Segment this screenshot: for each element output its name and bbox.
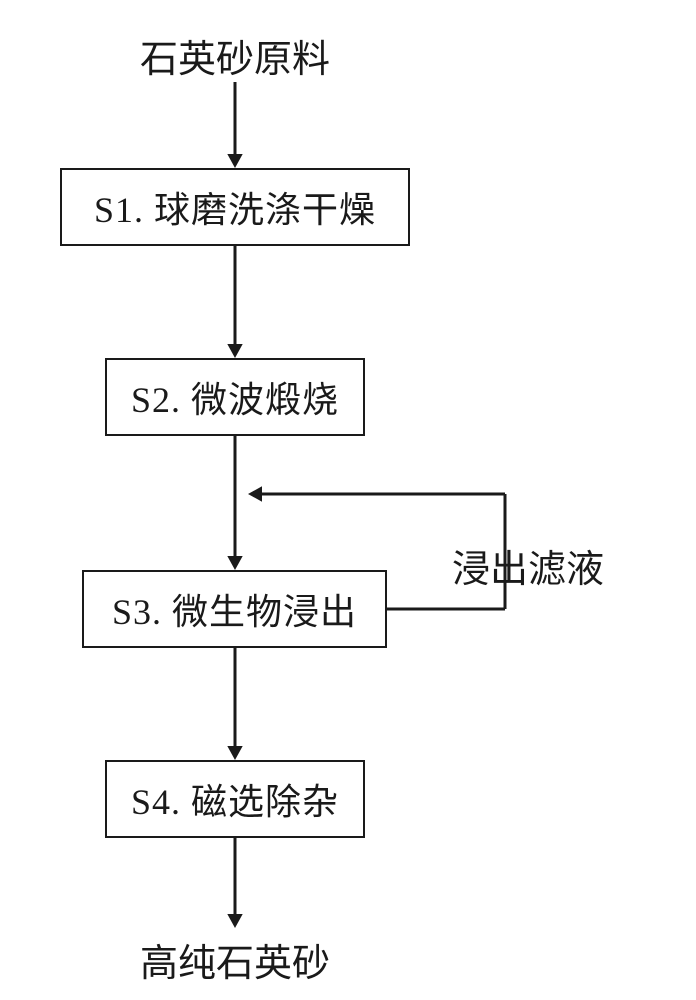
end-label: 高纯石英砂	[105, 932, 365, 987]
feedback-label: 浸出滤液	[428, 538, 628, 593]
step-s3-box: S3. 微生物浸出	[82, 570, 387, 648]
step-s1-text: S1. 球磨洗涤干燥	[94, 181, 376, 233]
step-s2-box: S2. 微波煅烧	[105, 358, 365, 436]
step-s3-text: S3. 微生物浸出	[112, 583, 357, 635]
flow-arrows	[0, 0, 696, 1000]
step-s4-box: S4. 磁选除杂	[105, 760, 365, 838]
start-label: 石英砂原料	[105, 28, 365, 83]
step-s1-box: S1. 球磨洗涤干燥	[60, 168, 410, 246]
step-s2-text: S2. 微波煅烧	[131, 371, 339, 423]
step-s4-text: S4. 磁选除杂	[131, 773, 339, 825]
